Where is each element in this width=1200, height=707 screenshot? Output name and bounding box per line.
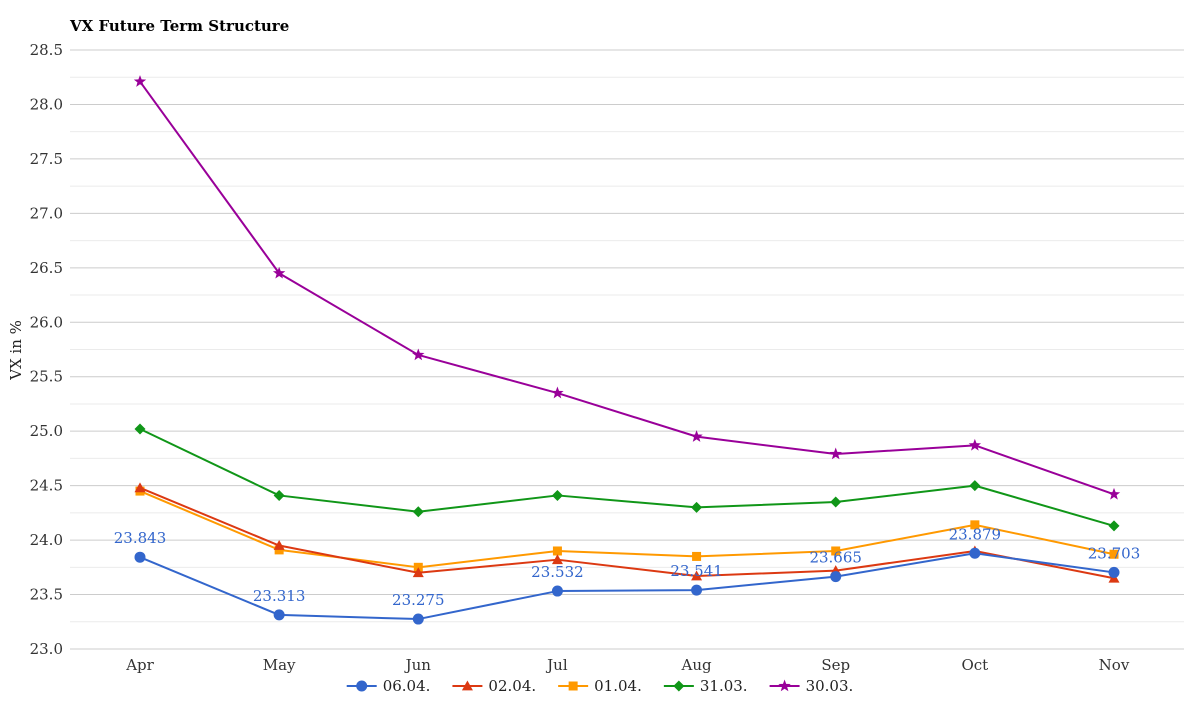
data-label: 23.541 — [670, 562, 723, 580]
data-point — [412, 506, 424, 518]
data-point — [970, 520, 980, 530]
y-tick-label: 23.0 — [30, 640, 63, 658]
y-tick-label: 25.5 — [30, 368, 63, 386]
legend-label: 06.04. — [383, 677, 431, 695]
y-tick-label: 28.5 — [30, 41, 63, 59]
x-tick-label: Oct — [961, 656, 988, 674]
data-point — [134, 482, 146, 493]
x-tick-label: Sep — [821, 656, 850, 674]
y-tick-label: 28.0 — [30, 95, 63, 113]
legend-item[interactable]: 02.04. — [452, 677, 536, 695]
data-point — [551, 554, 563, 565]
data-point — [691, 584, 703, 596]
legend-item[interactable]: 06.04. — [346, 677, 431, 695]
y-tick-label: 27.0 — [30, 204, 63, 222]
legend-marker — [673, 680, 685, 692]
x-tick-label: Jun — [404, 656, 432, 674]
data-point — [134, 551, 146, 563]
data-point — [830, 496, 842, 508]
data-point — [691, 501, 703, 513]
data-point — [133, 75, 147, 87]
data-label: 23.703 — [1088, 544, 1141, 562]
x-tick-label: Apr — [125, 656, 154, 674]
legend-marker — [568, 681, 578, 691]
data-point — [1109, 549, 1119, 559]
data-labels: 23.843 23.313 23.275 23.532 23.541 23.665 23.8… — [114, 525, 1141, 609]
y-tick-label: 24.0 — [30, 531, 63, 549]
legend-label: 31.03. — [700, 677, 748, 695]
legend-label: 02.04. — [488, 677, 536, 695]
data-point — [134, 423, 146, 435]
data-point — [412, 348, 425, 361]
series-line — [139, 80, 1115, 496]
data-point — [690, 430, 703, 442]
data-point — [551, 489, 563, 501]
y-tick-label: 27.5 — [30, 150, 63, 168]
legend-item[interactable]: 01.04. — [558, 677, 642, 695]
series-line — [139, 486, 1115, 580]
data-label: 23.313 — [253, 587, 306, 605]
legend-marker — [778, 679, 791, 692]
data-point — [829, 447, 842, 460]
series-06-04 — [134, 547, 1120, 625]
data-point — [1108, 520, 1120, 532]
data-point — [692, 551, 702, 561]
data-point — [551, 386, 564, 399]
legend[interactable]: 06.04. 02.04. 01.04. 31.03. 30.03. — [346, 677, 854, 695]
data-point — [969, 480, 981, 492]
data-point — [691, 570, 703, 581]
data-point — [968, 438, 982, 451]
data-point — [412, 567, 424, 578]
data-label: 23.532 — [531, 563, 584, 581]
data-point — [1107, 487, 1121, 500]
legend-marker — [461, 680, 473, 691]
data-label: 23.275 — [392, 591, 445, 609]
data-label: 23.843 — [114, 529, 167, 547]
data-label: 23.665 — [809, 549, 862, 567]
data-point — [969, 547, 981, 559]
data-point — [831, 546, 841, 556]
y-tick-label: 25.0 — [30, 422, 63, 440]
legend-marker — [356, 680, 368, 692]
data-label: 23.879 — [949, 525, 1002, 543]
x-tick-label: Aug — [681, 656, 712, 674]
legend-item[interactable]: 31.03. — [663, 677, 748, 695]
series-line — [139, 490, 1115, 569]
data-point — [830, 571, 842, 583]
data-point — [272, 266, 286, 279]
x-tick-label: Nov — [1099, 656, 1130, 674]
data-point — [552, 546, 562, 556]
data-point — [412, 613, 424, 625]
y-axis-ticks: 23.0 23.5 24.0 24.5 25.0 25.5 26.0 26.5 27.0 27.5… — [30, 41, 63, 658]
data-point — [273, 540, 285, 550]
legend-item[interactable]: 30.03. — [769, 677, 854, 695]
x-tick-label: Jul — [545, 656, 568, 674]
data-point — [273, 489, 285, 501]
chart-title: VX Future Term Structure — [69, 17, 289, 35]
y-tick-label: 24.5 — [30, 477, 63, 495]
data-point — [273, 609, 285, 621]
y-tick-label: 23.5 — [30, 586, 63, 604]
series-31-03 — [134, 423, 1120, 532]
series-group — [133, 75, 1121, 625]
x-tick-label: May — [263, 656, 296, 674]
y-tick-label: 26.0 — [30, 313, 63, 331]
y-tick-label: 26.5 — [30, 259, 63, 277]
data-point — [551, 585, 563, 597]
series-line — [139, 552, 1115, 621]
legend-label: 30.03. — [806, 677, 854, 695]
series-30-03 — [133, 75, 1121, 500]
y-axis-label: VX in % — [7, 320, 25, 381]
grid — [70, 49, 1184, 650]
series-line — [139, 428, 1115, 527]
data-point — [1108, 566, 1120, 578]
legend-label: 01.04. — [594, 677, 642, 695]
x-axis-ticks: Apr May Jun Jul Aug Sep Oct Nov — [125, 656, 1130, 674]
